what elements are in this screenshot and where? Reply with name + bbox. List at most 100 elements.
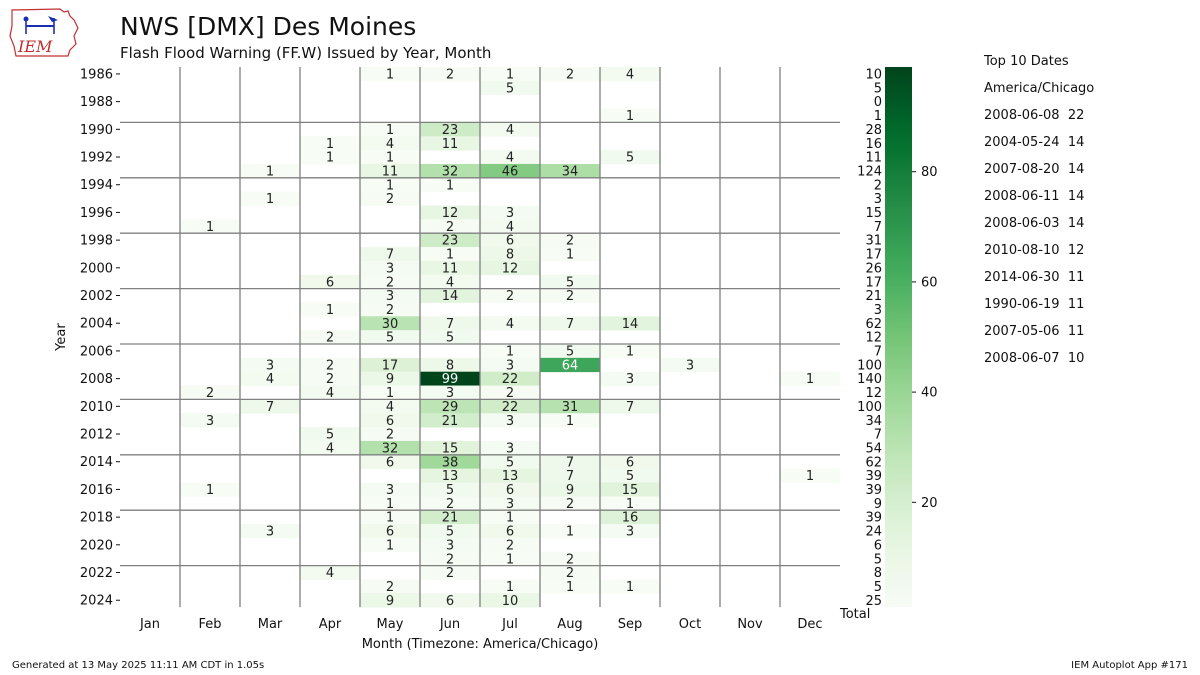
cell-value-label: 38 <box>442 455 459 470</box>
heatmap-cell <box>420 385 480 400</box>
cell-value-label: 1 <box>506 68 514 83</box>
cell-value-label: 1 <box>446 248 454 263</box>
cell-value-label: 4 <box>386 137 394 152</box>
cell-value-label: 3 <box>686 358 694 373</box>
cell-value-label: 9 <box>386 372 394 387</box>
y-tick-label: 2004 <box>80 317 113 332</box>
heatmap-cell <box>540 233 600 248</box>
heatmap-cell <box>540 482 600 497</box>
cell-value-label: 3 <box>446 538 454 553</box>
heatmap-cell <box>360 316 420 331</box>
cell-value-label: 21 <box>442 511 459 526</box>
heatmap-cell <box>360 524 420 539</box>
iem-logo: IEM <box>9 8 79 57</box>
x-tick-label: Jun <box>439 617 460 632</box>
heatmap-cell <box>540 565 600 580</box>
x-tick-label: Jan <box>139 617 160 632</box>
heatmap-cell <box>540 274 600 289</box>
row-total-label: 62 <box>865 455 882 470</box>
cell-value-label: 23 <box>442 123 459 138</box>
heatmap-cell <box>600 67 660 82</box>
cell-value-label: 2 <box>566 68 574 83</box>
row-total-label: 39 <box>865 483 882 498</box>
heatmap-cell <box>600 468 660 483</box>
row-total-label: 54 <box>865 441 882 456</box>
x-tick-label: Feb <box>198 617 221 632</box>
cell-value-label: 15 <box>442 441 459 456</box>
cell-value-label: 1 <box>266 192 274 207</box>
cell-value-label: 3 <box>626 372 634 387</box>
x-tick-label: Dec <box>797 617 822 632</box>
cell-value-label: 4 <box>326 566 334 581</box>
heatmap-cell <box>480 357 540 373</box>
heatmap-cell <box>360 371 420 386</box>
cell-value-label: 46 <box>502 164 519 179</box>
row-total-label: 124 <box>857 164 882 179</box>
cell-value-label: 30 <box>382 317 399 332</box>
heatmap-cell <box>540 163 600 179</box>
cell-value-label: 1 <box>566 580 574 595</box>
top10-title: Top 10 Dates <box>984 54 1069 69</box>
heatmap-cell <box>360 260 420 276</box>
cell-value-label: 3 <box>266 358 274 373</box>
top10-entry: 2014-06-30 11 <box>984 270 1085 285</box>
cell-value-label: 7 <box>566 317 574 332</box>
cell-value-label: 9 <box>386 594 394 609</box>
heatmap-cell <box>360 177 420 193</box>
x-tick-label: May <box>377 617 404 632</box>
row-total-label: 9 <box>874 497 882 512</box>
heatmap-cell <box>180 413 240 428</box>
cell-value-label: 2 <box>506 386 514 401</box>
cell-value-label: 7 <box>566 455 574 470</box>
row-total-label: 5 <box>874 552 882 567</box>
row-total-label: 10 <box>865 68 882 83</box>
heatmap-cell <box>600 524 660 539</box>
cell-value-label: 2 <box>446 68 454 83</box>
row-total-label: 100 <box>857 400 882 415</box>
cell-value-label: 4 <box>506 317 514 332</box>
heatmap-cell <box>480 288 540 303</box>
heatmap-cell <box>360 413 420 428</box>
heatmap-cell <box>360 330 420 345</box>
row-total-label: 140 <box>857 372 882 387</box>
heatmap-cell <box>420 219 480 234</box>
heatmap-cell <box>540 524 600 539</box>
chart-subtitle: Flash Flood Warning (FF.W) Issued by Yea… <box>120 44 492 62</box>
cell-value-label: 3 <box>386 289 394 304</box>
heatmap-cell <box>300 136 360 151</box>
cell-value-label: 1 <box>566 525 574 540</box>
cell-value-label: 1 <box>626 109 634 124</box>
cell-value-label: 1 <box>386 511 394 526</box>
heatmap-cell <box>480 413 540 428</box>
heatmap-cell <box>300 427 360 442</box>
heatmap-cell <box>360 385 420 400</box>
y-tick-label: 1990 <box>80 123 113 138</box>
cell-value-label: 3 <box>626 525 634 540</box>
cell-value-label: 5 <box>506 81 514 96</box>
heatmap-cell <box>480 80 540 96</box>
heatmap-cell <box>480 371 540 386</box>
row-total-label: 12 <box>865 386 882 401</box>
heatmap-cell <box>600 344 660 359</box>
cell-value-label: 64 <box>562 358 579 373</box>
heatmap-cell <box>480 150 540 165</box>
y-tick-label: 1998 <box>80 234 113 249</box>
row-total-label: 3 <box>874 192 882 207</box>
cell-value-label: 21 <box>442 414 459 429</box>
cell-value-label: 1 <box>446 178 454 193</box>
cell-value-label: 32 <box>442 164 459 179</box>
heatmap-cell <box>480 67 540 82</box>
row-total-label: 7 <box>874 345 882 360</box>
heatmap-cell <box>420 524 480 539</box>
cell-value-label: 12 <box>502 261 519 276</box>
heatmap-cell <box>360 357 420 373</box>
cell-value-label: 1 <box>326 137 334 152</box>
cell-value-label: 3 <box>506 206 514 221</box>
cell-value-label: 1 <box>626 345 634 360</box>
heatmap-cell <box>420 537 480 553</box>
top10-entry: 1990-06-19 11 <box>984 297 1085 312</box>
colorbar-tick-label: 20 <box>921 496 938 511</box>
heatmap-cell <box>360 454 420 470</box>
heatmap-cell <box>420 163 480 179</box>
heatmap-cell <box>600 579 660 594</box>
